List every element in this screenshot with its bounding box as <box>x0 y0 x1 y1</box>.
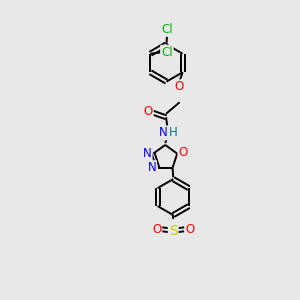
Text: Cl: Cl <box>161 46 173 59</box>
Text: N: N <box>147 161 156 174</box>
Text: O: O <box>178 146 188 159</box>
Text: O: O <box>185 223 194 236</box>
Text: H: H <box>169 126 178 140</box>
Text: O: O <box>143 105 153 118</box>
Text: N: N <box>159 126 168 140</box>
Text: S: S <box>169 224 178 238</box>
Text: O: O <box>174 80 184 93</box>
Text: N: N <box>143 147 152 160</box>
Text: O: O <box>152 223 161 236</box>
Text: Cl: Cl <box>161 23 173 36</box>
